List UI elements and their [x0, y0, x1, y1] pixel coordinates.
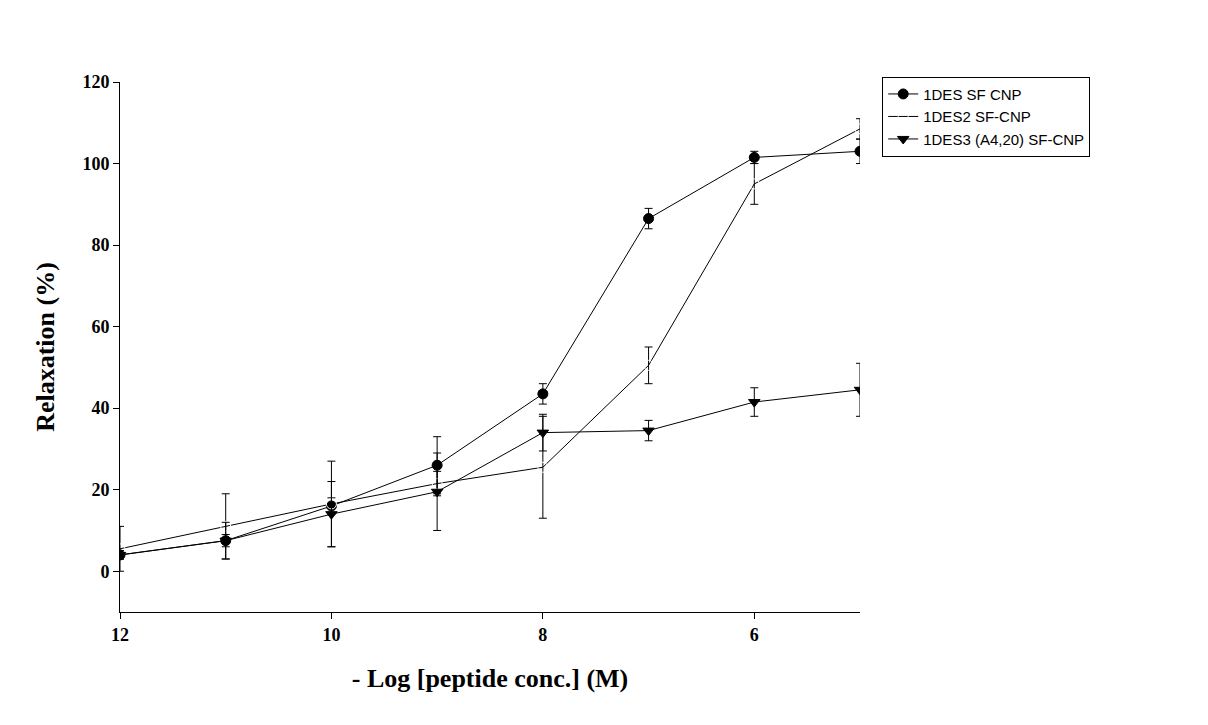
svg-text:60: 60	[91, 317, 109, 337]
svg-text:100: 100	[82, 154, 109, 174]
svg-text:12: 12	[111, 625, 129, 645]
svg-text:120: 120	[82, 72, 109, 92]
svg-text:20: 20	[91, 480, 109, 500]
svg-text:0: 0	[100, 562, 109, 582]
svg-text:1DES3 (A4,20) SF-CNP: 1DES3 (A4,20) SF-CNP	[923, 131, 1084, 148]
svg-text:6: 6	[750, 625, 759, 645]
svg-text:Relaxation (%): Relaxation (%)	[31, 262, 60, 432]
svg-text:10: 10	[322, 625, 340, 645]
svg-text:8: 8	[538, 625, 547, 645]
svg-text:1DES SF CNP: 1DES SF CNP	[923, 86, 1021, 103]
svg-text:1DES2 SF-CNP: 1DES2 SF-CNP	[923, 108, 1031, 125]
svg-text:80: 80	[91, 235, 109, 255]
svg-text:40: 40	[91, 398, 109, 418]
svg-text:- Log [peptide conc.] (M): - Log [peptide conc.] (M)	[352, 664, 629, 693]
